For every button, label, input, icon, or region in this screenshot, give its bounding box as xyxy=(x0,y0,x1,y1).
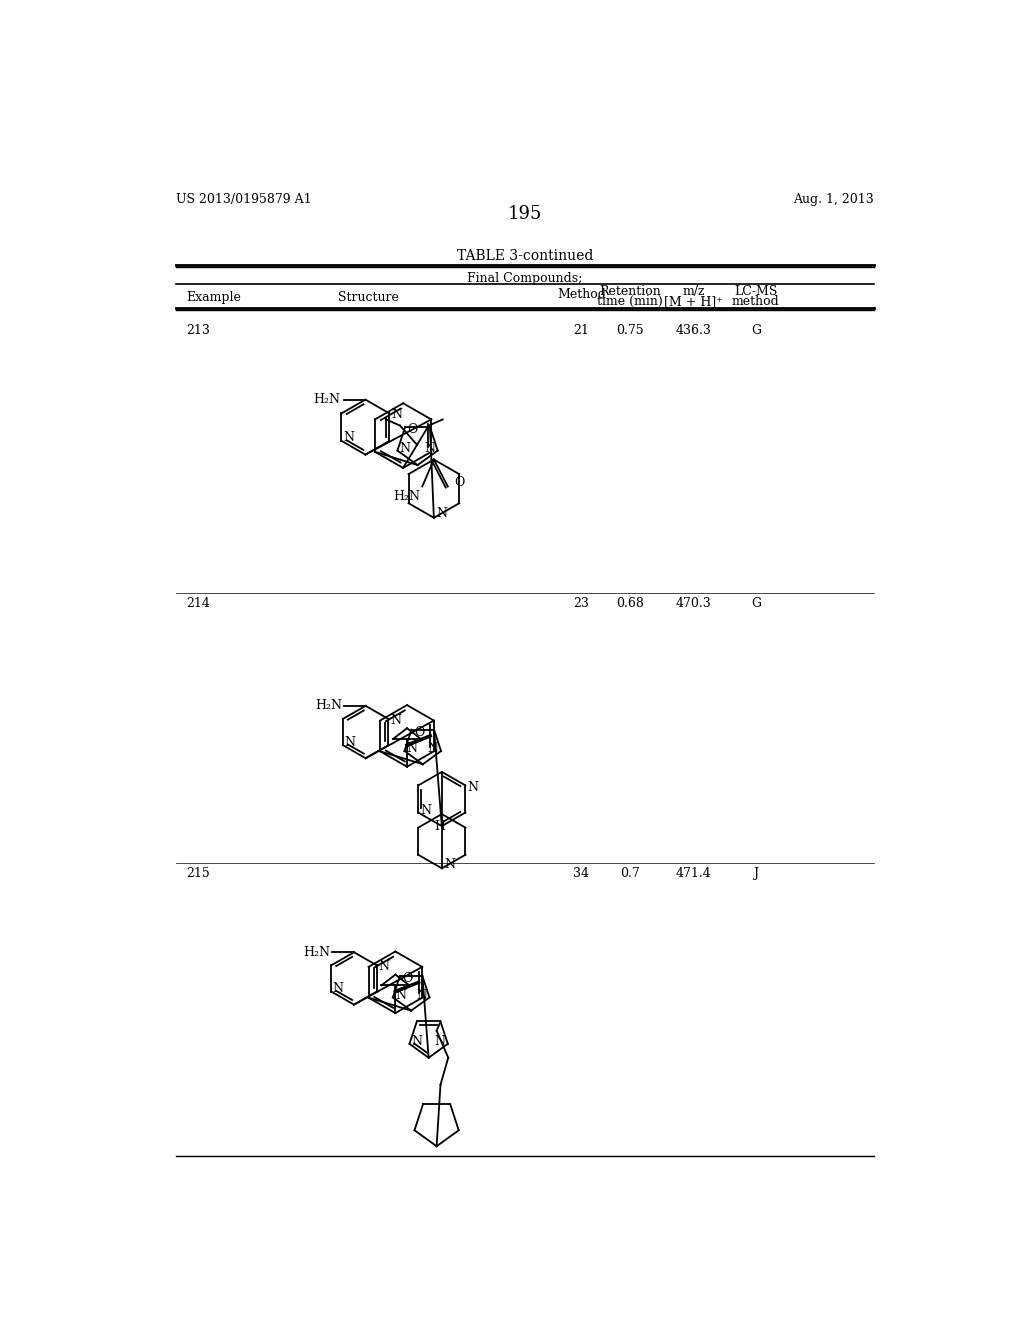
Text: H₂N: H₂N xyxy=(304,945,331,958)
Text: 470.3: 470.3 xyxy=(676,597,712,610)
Text: N: N xyxy=(412,1035,423,1048)
Text: N: N xyxy=(390,714,401,727)
Text: N: N xyxy=(379,961,389,973)
Text: N: N xyxy=(424,442,435,455)
Text: N: N xyxy=(333,982,344,995)
Text: 0.75: 0.75 xyxy=(616,323,644,337)
Text: J: J xyxy=(754,867,758,880)
Text: method: method xyxy=(732,294,779,308)
Text: N: N xyxy=(395,989,407,1002)
Text: 23: 23 xyxy=(573,597,590,610)
Text: H₂N: H₂N xyxy=(393,490,420,503)
Text: H₂N: H₂N xyxy=(315,700,342,713)
Text: 21: 21 xyxy=(573,323,590,337)
Text: H₂N: H₂N xyxy=(313,393,341,407)
Text: N: N xyxy=(428,742,438,755)
Text: N: N xyxy=(444,858,455,871)
Text: US 2013/0195879 A1: US 2013/0195879 A1 xyxy=(176,193,311,206)
Text: G: G xyxy=(751,323,761,337)
Text: LC-MS: LC-MS xyxy=(734,285,777,298)
Text: 436.3: 436.3 xyxy=(676,323,712,337)
Text: 214: 214 xyxy=(186,597,210,610)
Text: 195: 195 xyxy=(508,205,542,223)
Text: Final Compounds;: Final Compounds; xyxy=(467,272,583,285)
Text: [M + H]⁺: [M + H]⁺ xyxy=(665,294,723,308)
Text: N: N xyxy=(399,442,411,455)
Text: 213: 213 xyxy=(186,323,210,337)
Text: Example: Example xyxy=(186,290,241,304)
Text: time (min): time (min) xyxy=(597,294,664,308)
Text: H: H xyxy=(435,820,445,833)
Text: O: O xyxy=(414,726,424,738)
Text: N: N xyxy=(344,735,355,748)
Text: O: O xyxy=(408,422,418,436)
Text: N: N xyxy=(407,742,418,755)
Text: Retention: Retention xyxy=(599,285,662,298)
Text: N: N xyxy=(468,781,479,795)
Text: 215: 215 xyxy=(186,867,210,880)
Text: G: G xyxy=(751,597,761,610)
Text: N: N xyxy=(391,408,402,421)
Text: 0.7: 0.7 xyxy=(621,867,640,880)
Text: 34: 34 xyxy=(573,867,590,880)
Text: O: O xyxy=(454,477,465,490)
Text: N: N xyxy=(416,989,427,1002)
Text: N: N xyxy=(436,507,447,520)
Text: N: N xyxy=(421,804,431,817)
Text: O: O xyxy=(402,972,413,985)
Text: Method: Method xyxy=(557,288,606,301)
Text: N: N xyxy=(343,430,354,444)
Text: Aug. 1, 2013: Aug. 1, 2013 xyxy=(793,193,873,206)
Text: Structure: Structure xyxy=(338,290,398,304)
Text: TABLE 3-continued: TABLE 3-continued xyxy=(457,249,593,263)
Text: 471.4: 471.4 xyxy=(676,867,712,880)
Text: 0.68: 0.68 xyxy=(616,597,644,610)
Text: m/z: m/z xyxy=(683,285,705,298)
Text: N: N xyxy=(434,1035,445,1048)
